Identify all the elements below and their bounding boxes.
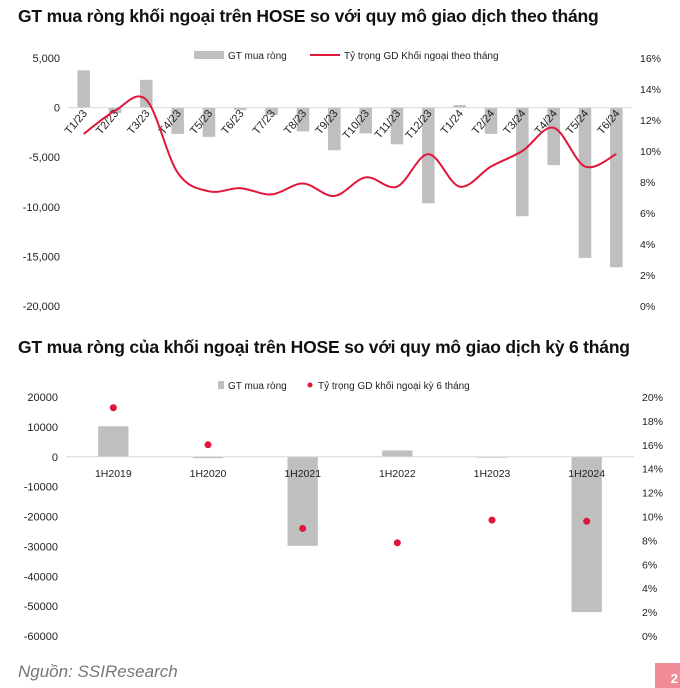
- share-point-1H2024: [583, 517, 591, 525]
- share-point-1H2023: [488, 516, 496, 524]
- bar-1H2020: [192, 456, 224, 459]
- share-point-1H2019: [109, 404, 117, 412]
- left-axis-tick: -5,000: [29, 152, 60, 164]
- category-label: 1H2019: [95, 468, 132, 480]
- left-axis-tick: -30000: [24, 541, 58, 553]
- left-axis-tick: -10,000: [23, 202, 60, 214]
- share-point-1H2020: [204, 441, 212, 449]
- category-label: 1H2022: [379, 468, 416, 480]
- left-axis-tick: 5,000: [32, 53, 60, 65]
- left-axis-tick: 10000: [27, 422, 58, 434]
- right-axis-tick: 14%: [640, 84, 661, 96]
- right-axis-tick: 2%: [642, 607, 657, 619]
- left-axis-tick: -40000: [24, 571, 58, 583]
- right-axis-tick: 2%: [640, 270, 655, 282]
- left-axis-tick: -60000: [24, 631, 58, 643]
- left-axis-tick: -10000: [24, 482, 58, 494]
- right-axis-tick: 12%: [640, 115, 661, 127]
- right-axis-tick: 10%: [642, 512, 663, 524]
- bar-T3/24: [516, 107, 529, 217]
- bar-T1/23: [77, 70, 90, 108]
- legend-point-swatch: [307, 382, 313, 388]
- bar-T10/23: [359, 107, 372, 134]
- bar-T5/24: [578, 107, 592, 258]
- right-axis-tick: 16%: [640, 53, 661, 65]
- bar-T5/23: [202, 107, 216, 137]
- bar-T4/24: [547, 107, 560, 166]
- left-axis-tick: -15,000: [23, 251, 60, 263]
- bar-T4/23: [171, 107, 184, 134]
- category-label: 1H2021: [284, 468, 321, 480]
- right-axis-tick: 4%: [642, 583, 657, 595]
- left-axis-tick: 0: [54, 103, 60, 115]
- right-axis-tick: 18%: [642, 416, 663, 428]
- bar-T8/23: [296, 107, 310, 132]
- right-axis-tick: 10%: [640, 146, 661, 158]
- right-axis-tick: 8%: [642, 535, 657, 547]
- right-axis-tick: 0%: [640, 301, 655, 313]
- right-axis-tick: 16%: [642, 440, 663, 452]
- left-axis-tick: -50000: [24, 601, 58, 613]
- right-axis-tick: 4%: [640, 239, 655, 251]
- bar-T2/24: [484, 107, 498, 134]
- source-note: Nguồn: SSIResearch: [18, 662, 178, 681]
- right-axis-tick: 14%: [642, 464, 663, 476]
- right-axis-tick: 6%: [640, 208, 655, 220]
- bar-1H2024: [571, 456, 602, 613]
- bar-1H2022: [382, 450, 413, 457]
- bar-1H2019: [98, 426, 129, 457]
- left-axis-tick: 0: [52, 452, 58, 464]
- share-point-1H2021: [299, 524, 307, 532]
- category-label: 1H2023: [474, 468, 511, 480]
- right-axis-tick: 12%: [642, 488, 663, 500]
- legend-share-label: Tỷ trọng GD Khối ngoại theo tháng: [344, 50, 499, 62]
- legend-bar-label: GT mua ròng: [228, 381, 287, 392]
- legend-bar-swatch: [194, 51, 224, 59]
- page-number: 2: [655, 663, 680, 688]
- bar-T9/23: [328, 107, 341, 151]
- right-axis-tick: 0%: [642, 631, 657, 643]
- left-axis-tick: -20000: [24, 512, 58, 524]
- left-axis-tick: -20,000: [23, 301, 60, 313]
- bar-T6/23: [234, 107, 247, 111]
- legend-bar-swatch: [218, 381, 224, 389]
- bar-T7/23: [265, 107, 278, 116]
- category-label: 1H2024: [568, 468, 605, 480]
- legend-bar-label: GT mua ròng: [228, 51, 287, 62]
- chart1-title: GT mua ròng khối ngoại trên HOSE so với …: [18, 6, 599, 26]
- right-axis-tick: 20%: [642, 392, 663, 404]
- share-point-1H2022: [393, 539, 401, 547]
- right-axis-tick: 6%: [642, 559, 657, 571]
- bar-T12/23: [422, 107, 435, 204]
- bar-T1/24: [453, 105, 466, 108]
- bar-T6/24: [610, 107, 623, 268]
- legend-share-label: Tỷ trọng GD khối ngoại kỳ 6 tháng: [318, 380, 470, 392]
- right-axis-tick: 8%: [640, 177, 655, 189]
- left-axis-tick: 20000: [27, 392, 58, 404]
- category-label: 1H2020: [190, 468, 227, 480]
- chart2-title: GT mua ròng của khối ngoại trên HOSE so …: [18, 337, 630, 357]
- bar-T3/23: [140, 79, 153, 108]
- bar-T11/23: [390, 107, 404, 145]
- share-line: [83, 95, 617, 197]
